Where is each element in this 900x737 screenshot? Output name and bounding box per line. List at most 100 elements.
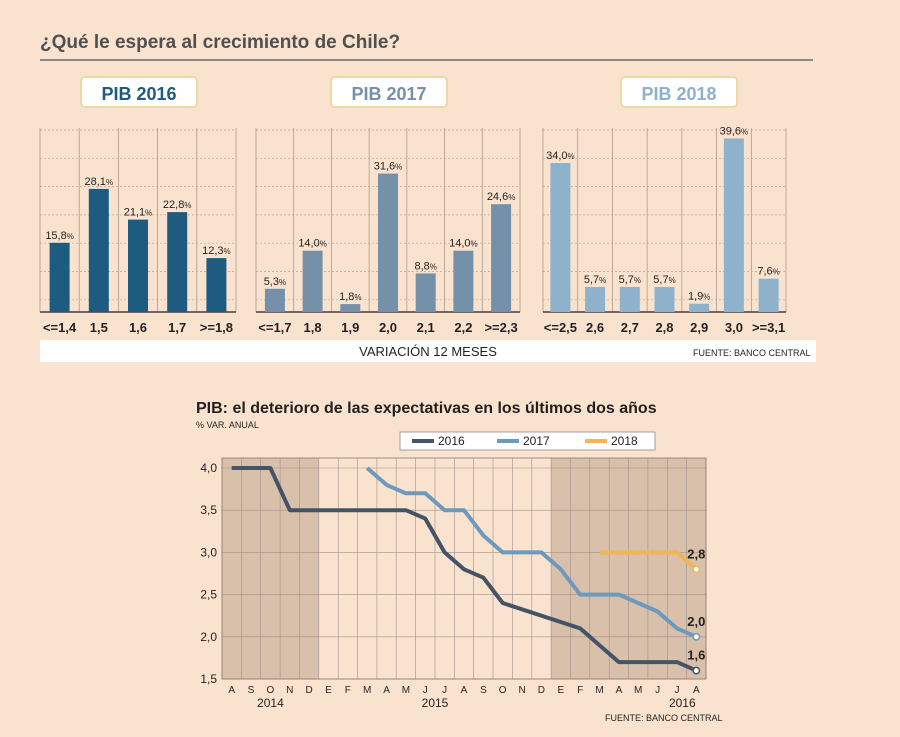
- bar-value-label: 1,8%: [339, 291, 361, 303]
- bar-0-3: [167, 212, 188, 312]
- bar-value-label: 15,8%: [45, 230, 74, 242]
- bar-value-number: 14,0: [298, 238, 319, 250]
- bar-2-1: [585, 287, 606, 312]
- bar-value-label: 31,6%: [374, 161, 403, 173]
- series-end-marker-2016: [692, 666, 701, 675]
- series-line-2017: [365, 466, 698, 639]
- x-tick-label: M: [402, 685, 410, 696]
- bar-value-percent: %: [568, 152, 575, 161]
- bar-value-percent: %: [599, 276, 606, 285]
- x-tick-label: M: [634, 685, 642, 696]
- bar-category-label: 1,7: [168, 320, 186, 335]
- bar-category-label: >=1,8: [200, 320, 233, 335]
- x-axis-caption: VARIACIÓN 12 MESES: [359, 344, 497, 359]
- bar-value-label: 34,0%: [546, 150, 575, 162]
- bar-plot-area-2: [543, 128, 786, 312]
- legend-box: [399, 431, 656, 451]
- x-tick-label: J: [675, 685, 680, 696]
- bar-value-number: 14,0: [449, 238, 470, 250]
- line-chart-title: PIB: el deterioro de las expectativas en…: [196, 400, 657, 417]
- bar-category-label: 2,6: [586, 320, 604, 335]
- x-tick-label: O: [267, 685, 275, 696]
- bar-value-percent: %: [669, 276, 676, 285]
- bar-value-percent: %: [106, 178, 113, 187]
- bar-value-number: 28,1: [85, 176, 106, 188]
- bar-2-0: [550, 163, 571, 312]
- bar-chart-title-2018: PIB 2018: [620, 76, 738, 108]
- series-end-label: 2,8: [687, 546, 705, 561]
- bar-2-3: [654, 287, 675, 312]
- bar-value-label: 22,8%: [163, 199, 192, 211]
- bar-1-6: [491, 204, 512, 312]
- bar-charts: 15,8% <=1,4 28,1% 1,5 21,1% 1,6 22,8% 1,7 12,3% >…: [39, 126, 787, 335]
- bar-value-number: 1,9: [688, 291, 703, 303]
- bar-category-label: >=2,3: [484, 320, 517, 335]
- series-end-marker-2018: [692, 565, 701, 574]
- series-end-label: 1,6: [687, 648, 705, 663]
- x-tick-label: A: [383, 685, 390, 696]
- x-tick-label: A: [693, 685, 700, 696]
- bar-0-4: [206, 258, 227, 312]
- x-tick-label: D: [305, 685, 312, 696]
- line-plot-border: [221, 457, 707, 680]
- bar-value-percent: %: [145, 209, 152, 218]
- bar-value-label: 39,6%: [720, 126, 749, 138]
- y-tick-label: 2,5: [200, 588, 217, 602]
- bar-category-label: 2,8: [655, 320, 673, 335]
- bar-value-percent: %: [508, 193, 515, 202]
- x-tick-label: F: [345, 685, 351, 696]
- x-tick-label: J: [423, 685, 428, 696]
- bar-value-label: 5,7%: [584, 274, 606, 286]
- y-tick-label: 1,5: [200, 672, 217, 686]
- bar-category-label: 1,6: [129, 320, 147, 335]
- source-note-bottom: FUENTE: BANCO CENTRAL: [605, 713, 723, 723]
- bar-value-number: 22,8: [163, 199, 184, 211]
- y-tick-label: 2,0: [200, 630, 217, 644]
- legend: 2016 2017 2018: [399, 431, 656, 451]
- bar-value-label: 28,1%: [85, 176, 114, 188]
- bar-value-label: 21,1%: [124, 207, 153, 219]
- x-tick-label: A: [228, 685, 235, 696]
- bar-value-percent: %: [430, 262, 437, 271]
- bar-value-label: 12,3%: [202, 245, 231, 257]
- x-tick-label: E: [557, 685, 564, 696]
- bar-value-percent: %: [67, 232, 74, 241]
- series-line-2016: [231, 466, 698, 673]
- year-label: 2014: [257, 696, 284, 710]
- x-tick-label: J: [442, 685, 447, 696]
- bar-1-1: [302, 250, 323, 312]
- bar-category-label: 2,9: [690, 320, 708, 335]
- line-chart-units: % VAR. ANUAL: [196, 420, 259, 430]
- bar-value-percent: %: [395, 163, 402, 172]
- bar-value-percent: %: [320, 240, 327, 249]
- x-tick-label: S: [248, 685, 255, 696]
- bar-value-label: 8,8%: [414, 260, 436, 272]
- bar-chart-title-2016: PIB 2016: [80, 76, 198, 108]
- bar-value-percent: %: [184, 201, 191, 210]
- bar-category-label: 2,2: [454, 320, 472, 335]
- bar-1-0: [264, 288, 285, 312]
- bar-value-number: 24,6: [487, 191, 508, 203]
- bar-value-number: 8,8: [414, 260, 429, 272]
- caption-bar: [40, 340, 816, 362]
- x-tick-label: J: [655, 685, 660, 696]
- bar-value-percent: %: [224, 247, 231, 256]
- bar-1-5: [453, 250, 474, 312]
- x-tick-label: D: [538, 685, 545, 696]
- bar-category-label: 1,8: [304, 320, 322, 335]
- bar-value-label: 1,9%: [688, 291, 710, 303]
- bar-category-label: <=2,5: [544, 320, 577, 335]
- series-line-2018: [599, 550, 698, 571]
- bar-value-label: 5,7%: [619, 274, 641, 286]
- bar-value-percent: %: [279, 278, 286, 287]
- bar-value-number: 12,3: [202, 245, 223, 257]
- bar-2-2: [619, 287, 640, 312]
- bar-value-number: 5,7: [653, 274, 668, 286]
- bar-value-label: 7,6%: [757, 266, 779, 278]
- bar-category-label: 1,5: [90, 320, 108, 335]
- x-tick-label: N: [518, 685, 525, 696]
- year-label: 2015: [422, 696, 449, 710]
- bar-value-percent: %: [741, 128, 748, 137]
- y-tick-label: 3,5: [200, 503, 217, 517]
